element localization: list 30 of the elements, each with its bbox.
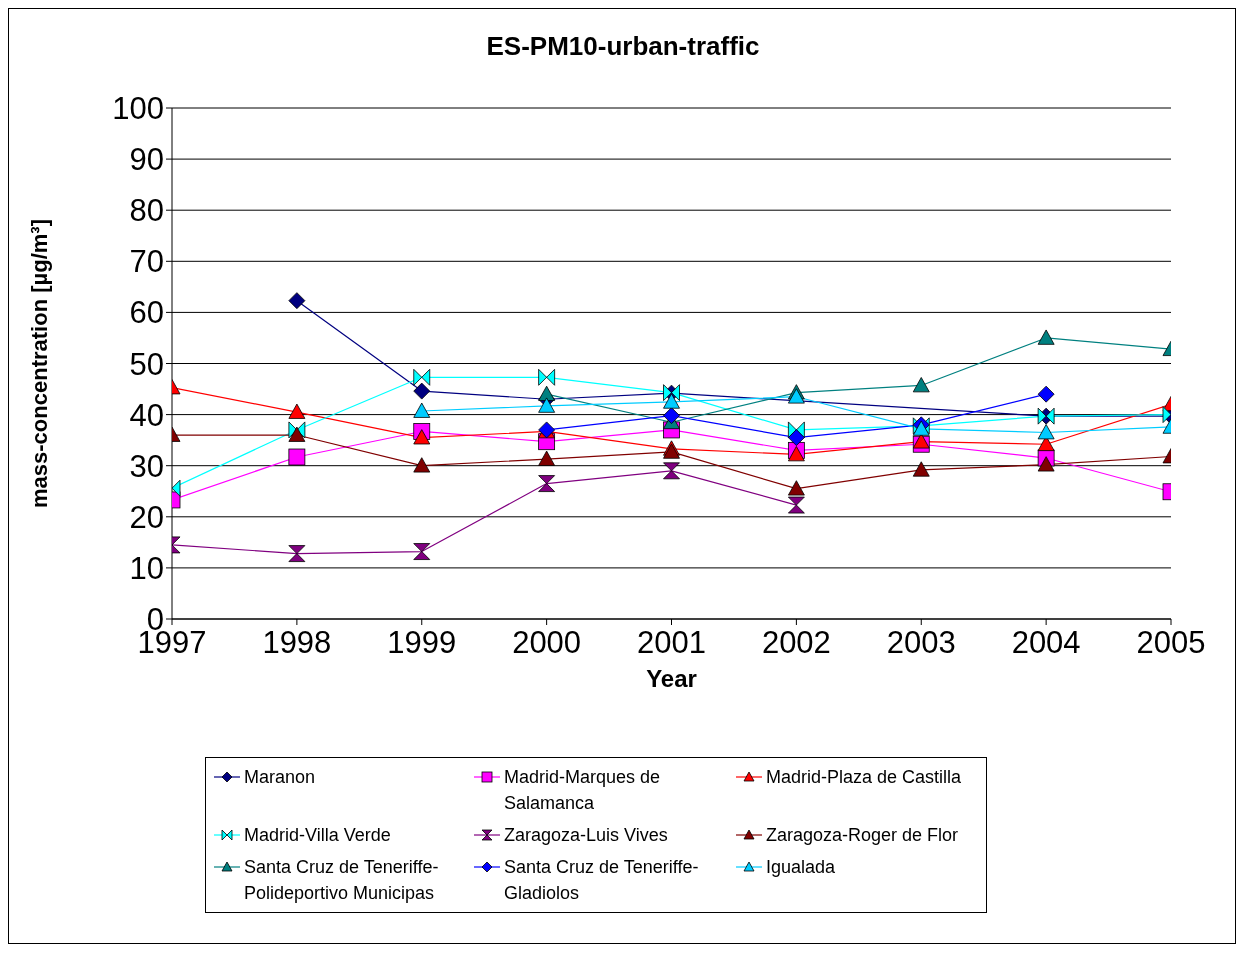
chart-title: ES-PM10-urban-traffic [485, 31, 761, 62]
x-tick-label: 2002 [761, 625, 831, 661]
x-axis-title: Year [646, 665, 697, 692]
y-tick-label: 80 [129, 193, 164, 229]
x-tick-label: 2005 [1136, 625, 1206, 661]
x-tick-label: 1998 [262, 625, 332, 661]
x-tick-label: 2000 [512, 625, 582, 661]
y-tick-label: 60 [129, 295, 164, 331]
legend-label: Madrid-Marques de Salamanca [504, 766, 662, 815]
legend-label: Zaragoza-Luis Vives [504, 824, 668, 847]
y-tick-label: 50 [129, 346, 164, 382]
legend-label: Madrid-Villa Verde [244, 824, 391, 847]
x-tick-label: 2003 [886, 625, 956, 661]
legend-label: Maranon [244, 766, 316, 789]
y-tick-label: 90 [129, 142, 164, 178]
x-tick-label: 2004 [1011, 625, 1081, 661]
y-tick-label: 100 [112, 91, 164, 126]
y-tick-label: 10 [129, 550, 164, 586]
legend-label: Zaragoza-Roger de Flor [766, 824, 959, 847]
y-tick-label: 20 [129, 499, 164, 535]
y-tick-label: 40 [129, 397, 164, 433]
legend-label: Santa Cruz de Teneriffe-Gladiolos [504, 856, 700, 905]
legend-label: Madrid-Plaza de Castilla [766, 766, 962, 789]
legend-label: Santa Cruz de Teneriffe-Polideportivo Municipas [244, 856, 440, 905]
legend-label: Igualada [766, 856, 836, 879]
y-tick-label: 70 [129, 244, 164, 280]
x-tick-label: 2001 [637, 625, 706, 661]
x-tick-label: 1999 [387, 625, 457, 661]
y-axis-title: mass-concentration [µg/m³] [26, 219, 52, 508]
y-tick-label: 30 [129, 448, 164, 484]
